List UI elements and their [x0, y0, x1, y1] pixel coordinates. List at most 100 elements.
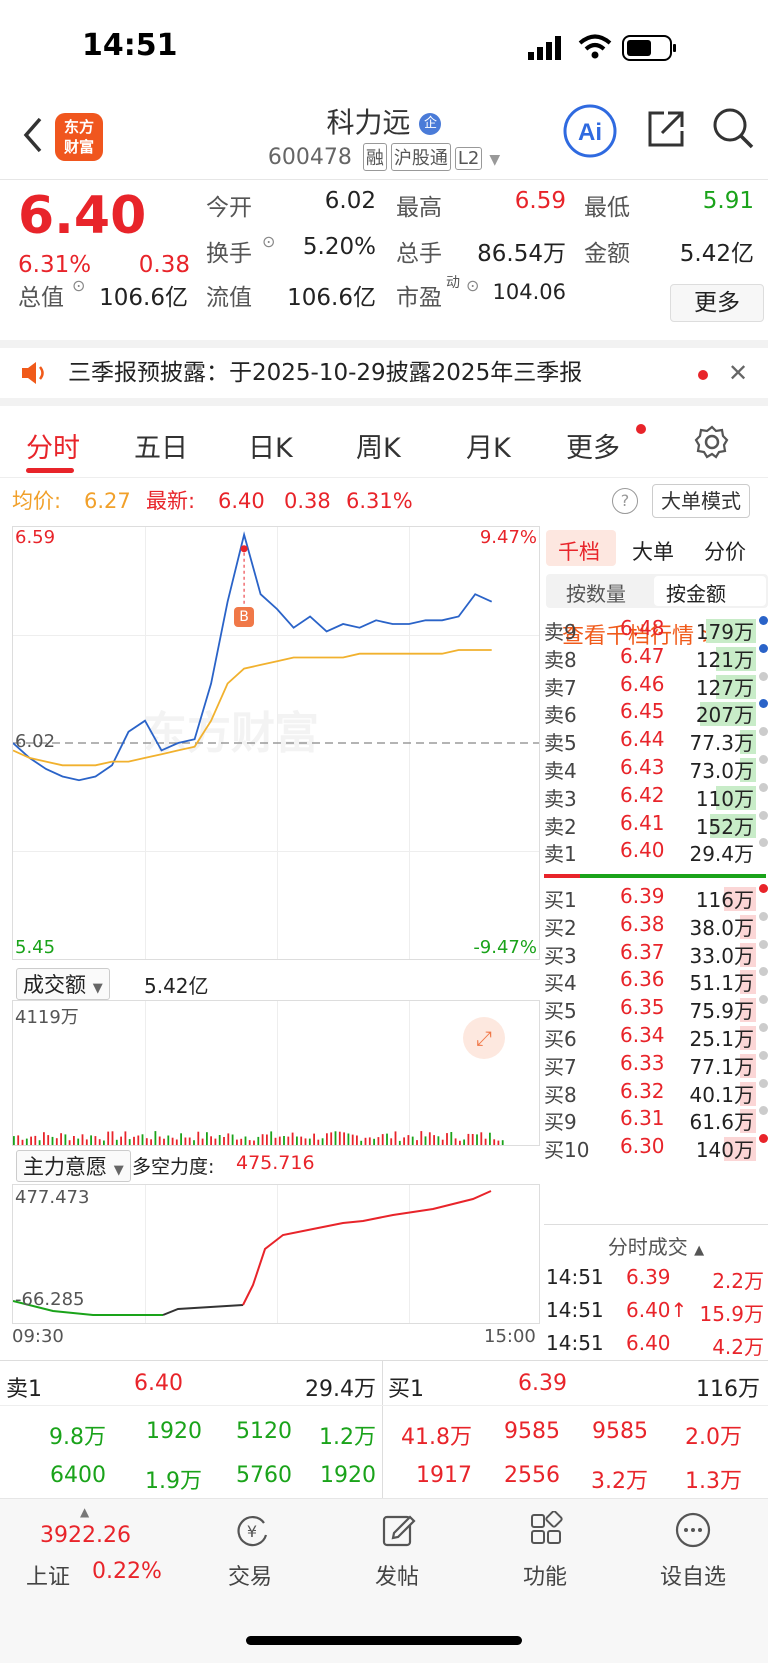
tab-five-day[interactable]: 五日: [134, 433, 188, 464]
tab-weekly-k[interactable]: 周K: [356, 433, 401, 464]
open-value: 6.02: [324, 188, 376, 214]
volume-bar: [450, 1132, 453, 1145]
volume-bar: [386, 1133, 388, 1145]
search-icon[interactable]: [710, 105, 756, 151]
sell-level-row[interactable]: 卖2 6.41 152万: [544, 810, 768, 840]
volume-bar: [377, 1137, 380, 1145]
info-icon[interactable]: ⊙: [262, 232, 276, 251]
volume-bar: [463, 1139, 465, 1145]
help-icon[interactable]: ?: [612, 488, 638, 514]
settings-gear-icon[interactable]: [694, 424, 730, 460]
depth-link[interactable]: 查看千档行情 >: [562, 624, 720, 649]
volume-bar: [266, 1134, 268, 1145]
indicator-select[interactable]: 成交额 ▼: [16, 968, 110, 1000]
tab-function[interactable]: 功能: [522, 1565, 567, 1590]
tab-add-watchlist[interactable]: 设自选: [659, 1565, 726, 1590]
ai-icon[interactable]: Ai: [562, 103, 618, 159]
buy-level-row[interactable]: 买6 6.34 25.1万: [544, 1023, 768, 1052]
app-logo[interactable]: 东方 财富: [55, 113, 103, 161]
volume-bar: [317, 1139, 320, 1145]
level-volume: 75.9万: [689, 999, 754, 1024]
tab-trade[interactable]: 交易: [227, 1565, 272, 1590]
sell-level-row[interactable]: 卖3 6.42 110万: [544, 782, 768, 812]
level-volume: 73.0万: [689, 759, 754, 783]
close-icon[interactable]: ✕: [728, 359, 749, 387]
volume-bar: [296, 1136, 298, 1145]
buy-level-row[interactable]: 买4 6.36 51.1万: [544, 967, 768, 996]
sell-level-row[interactable]: 卖8 6.47 121万: [544, 643, 768, 673]
buy-level-row[interactable]: 买2 6.38 38.0万: [544, 911, 768, 941]
subtab-selected: [654, 576, 766, 606]
index-value[interactable]: 3922.26: [40, 1523, 131, 1548]
post-edit-icon[interactable]: [380, 1511, 418, 1549]
tab-post[interactable]: 发帖: [374, 1565, 419, 1590]
stock-code-row[interactable]: 600478 融沪股通 L2 ▼: [0, 143, 768, 171]
level-price: 6.37: [620, 939, 665, 964]
tab-price-dist[interactable]: 分价: [704, 540, 746, 564]
volume-bar: [81, 1134, 84, 1145]
divider: [0, 1405, 768, 1406]
volume-bar: [90, 1135, 92, 1145]
caret-down-icon[interactable]: ▼: [489, 152, 501, 168]
main-force-chart[interactable]: 477.473 -66.285: [12, 1184, 540, 1324]
share-icon[interactable]: [644, 107, 688, 151]
tab-big-orders[interactable]: 大单: [632, 540, 674, 564]
volume-bars-svg: [13, 1131, 504, 1145]
buy-level-row[interactable]: 买5 6.35 75.9万: [544, 995, 768, 1024]
sell-level-row[interactable]: 卖6 6.45 207万: [544, 699, 768, 728]
buy-level-row[interactable]: 买1 6.39 116万: [544, 884, 768, 913]
trade-yen-icon[interactable]: ¥: [232, 1513, 272, 1549]
back-icon[interactable]: [18, 113, 46, 157]
level-label: 卖1: [544, 842, 577, 867]
tab-depth[interactable]: 千档: [558, 540, 600, 564]
more-dots-icon[interactable]: [674, 1511, 712, 1549]
turnover-label: 换手: [206, 241, 252, 267]
intraday-chart[interactable]: 东方财富 6.59 9.47% 6.02 5.45 -9.47% B: [12, 526, 540, 960]
volume-bar: [368, 1137, 371, 1145]
bq-buy-volume: 116万: [696, 1377, 760, 1402]
buy-level-row[interactable]: 买7 6.33 77.1万: [544, 1050, 768, 1080]
main-force-line-dark: [162, 1304, 244, 1316]
function-grid-icon[interactable]: [528, 1511, 566, 1549]
tick-trades: 分时成交 ▲ 14:51 6.39 2.2万 14:51 6.40↑ 15.9万 14:51…: [544, 1224, 768, 1360]
buy-level-row[interactable]: 买8 6.32 40.1万: [544, 1078, 768, 1108]
sell-level-row[interactable]: 卖5 6.44 77.3万: [544, 727, 768, 756]
trades-title[interactable]: 分时成交 ▲: [607, 1235, 705, 1259]
info-icon[interactable]: ⊙: [466, 276, 480, 295]
volume-chart[interactable]: 4119万 ⤢: [12, 1000, 540, 1146]
mf-min-label: -66.285: [15, 1289, 85, 1310]
announcement-bar[interactable]: 三季报预披露：于2025-10-29披露2025年三季报 ✕: [0, 340, 768, 406]
main-force-select[interactable]: 主力意愿 ▼: [16, 1150, 131, 1182]
volume-bar: [351, 1134, 354, 1145]
subtab-by-quantity[interactable]: 按数量: [566, 582, 626, 606]
level-price: 6.40: [620, 838, 665, 863]
info-icon[interactable]: ⊙: [72, 276, 86, 295]
depth-bar: [740, 1053, 756, 1078]
sell-level-row[interactable]: 卖9 6.48 179万: [544, 616, 768, 645]
big-order-mode-button[interactable]: 大单模式: [652, 484, 750, 518]
buy-level-row[interactable]: 买9 6.31 61.6万: [544, 1106, 768, 1135]
level-price: 6.33: [620, 1050, 665, 1075]
volume-bar: [304, 1138, 307, 1145]
index-name[interactable]: 上证: [26, 1565, 71, 1590]
tab-daily-k[interactable]: 日K: [248, 433, 293, 464]
index-pct[interactable]: 0.22%: [92, 1559, 162, 1584]
sell-level-row[interactable]: 卖7 6.46 127万: [544, 671, 768, 701]
mf-max-label: 477.473: [15, 1187, 90, 1208]
buy-marker[interactable]: B: [234, 606, 255, 627]
sell-level-row[interactable]: 卖1 6.40 29.4万: [544, 838, 768, 867]
expand-icon[interactable]: ⤢: [463, 1017, 505, 1059]
last-value: 6.40: [218, 489, 265, 513]
grid-line: [145, 1001, 146, 1145]
buy-level-row[interactable]: 买10 6.30 140万: [544, 1134, 768, 1163]
more-button[interactable]: 更多: [670, 284, 764, 322]
subtab-by-amount[interactable]: 按金额: [666, 582, 726, 606]
depth-bar: [740, 942, 756, 967]
sell-level-row[interactable]: 卖4 6.43 73.0万: [544, 755, 768, 784]
level-dot: [759, 671, 768, 681]
buy-level-row[interactable]: 买3 6.37 33.0万: [544, 939, 768, 969]
depth-bar: [740, 730, 756, 755]
tab-more[interactable]: 更多: [566, 433, 620, 464]
tab-monthly-k[interactable]: 月K: [466, 433, 511, 464]
tab-intraday[interactable]: 分时: [26, 433, 80, 464]
